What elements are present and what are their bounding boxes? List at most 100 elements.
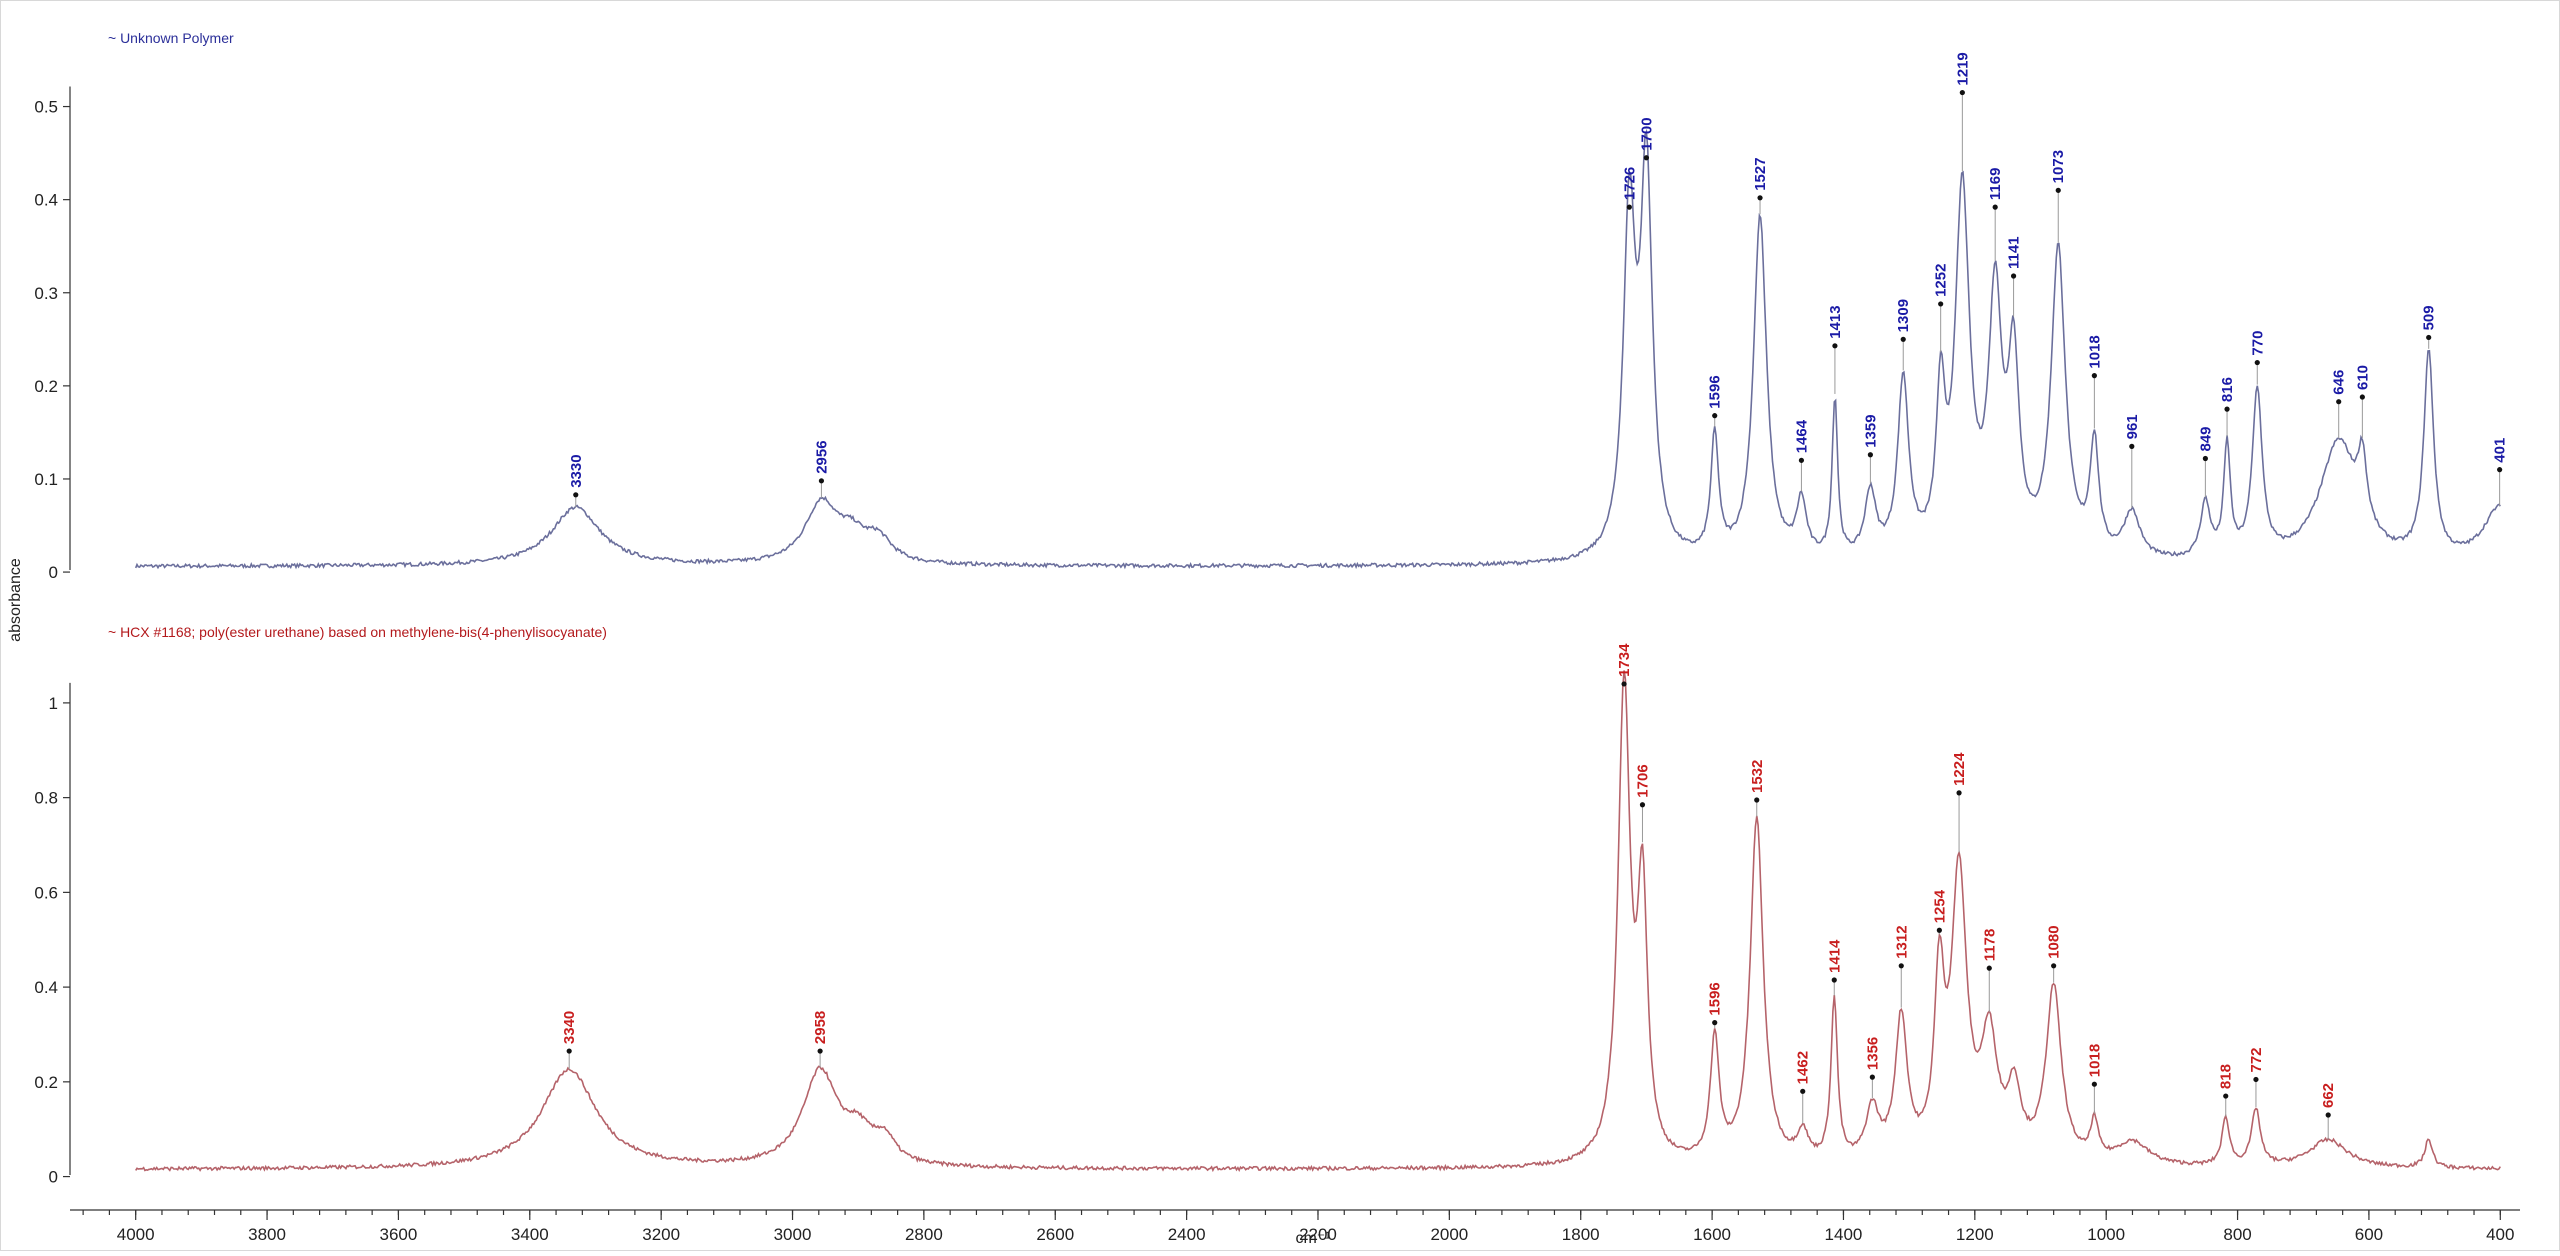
- peak-marker: [2091, 373, 2097, 379]
- peak-marker: [1956, 790, 1962, 796]
- peak-marker: [2426, 334, 2432, 341]
- peak-marker: [2091, 1081, 2097, 1087]
- peak-marker: [818, 478, 825, 484]
- peak-label: 2958: [812, 1011, 829, 1044]
- x-tick-label: 2400: [1168, 1225, 1206, 1244]
- peak-label: 1073: [2050, 150, 2067, 183]
- peak-marker: [2359, 394, 2365, 400]
- peak-marker: [1986, 965, 1992, 971]
- peak-marker: [1831, 977, 1837, 983]
- peak-marker: [1757, 195, 1763, 201]
- peak-marker: [1898, 963, 1904, 969]
- y-tick-label: 0.2: [34, 377, 58, 396]
- peak-label: 3340: [561, 1011, 578, 1044]
- peak-label: 1356: [1864, 1037, 1881, 1070]
- peak-label: 1018: [2086, 335, 2103, 368]
- y-tick-label: 0.4: [34, 978, 58, 997]
- peak-label: 1414: [1826, 939, 1843, 973]
- x-tick-label: 1400: [1825, 1225, 1863, 1244]
- peak-marker: [1938, 301, 1944, 307]
- peak-label: 770: [2249, 331, 2266, 356]
- x-tick-label: 3600: [380, 1225, 418, 1244]
- peak-label: 3330: [568, 454, 585, 487]
- panels: ~ Unknown Polymer 0 0.1 0.2 0.3 0.4 0.5 3330 295…: [34, 30, 2508, 1187]
- y-axis-title: absorbance: [7, 558, 24, 642]
- peak-label: 1224: [1951, 752, 1968, 786]
- x-tick-label: 2000: [1430, 1225, 1468, 1244]
- peak-label: 1527: [1752, 157, 1769, 190]
- peak-marker: [2325, 1112, 2331, 1118]
- peak-label: 1734: [1616, 643, 1633, 677]
- peak-marker: [1626, 204, 1632, 210]
- peak-marker: [2010, 273, 2017, 279]
- peak-label: 1080: [2046, 925, 2063, 958]
- y-tick-label: 1: [49, 694, 58, 713]
- x-tick-label: 3000: [774, 1225, 812, 1244]
- peak-label: 1141: [2006, 236, 2023, 269]
- y-tick-label: 0: [49, 563, 58, 582]
- peak-label: 1596: [1707, 375, 1724, 408]
- peak-label: 1700: [1638, 117, 1655, 150]
- x-tick-label: 1000: [2087, 1225, 2125, 1244]
- peak-label: 1462: [1795, 1051, 1812, 1084]
- y-tick-label: 0.5: [34, 98, 58, 117]
- peak-marker: [2129, 443, 2135, 449]
- peak-label: 662: [2320, 1083, 2337, 1108]
- peak-marker: [1867, 452, 1873, 458]
- peak-marker: [1869, 1074, 1875, 1080]
- peak-marker: [1900, 336, 1906, 342]
- peak-label: 816: [2219, 377, 2236, 402]
- peak-label: 1169: [1987, 168, 2004, 201]
- x-tick-label: 2600: [1036, 1225, 1074, 1244]
- peak-label: 1532: [1749, 760, 1766, 793]
- x-axis: 4000 3800 3600 3400 3200 3000 2800 2600 2400 2200…: [70, 1209, 2520, 1244]
- y-tick-label: 0.4: [34, 191, 58, 210]
- peak-label: 1464: [1793, 419, 1810, 453]
- x-tick-label: 400: [2486, 1225, 2514, 1244]
- peak-marker: [2223, 1093, 2229, 1099]
- peak-marker: [1639, 802, 1646, 808]
- y-tick-label: 0.2: [34, 1073, 58, 1092]
- x-tick-label: 2200: [1299, 1225, 1337, 1244]
- peak-label: 849: [2197, 426, 2214, 451]
- spectrum-line: [135, 670, 2501, 1173]
- peak-marker: [1959, 89, 1965, 96]
- peak-label: 1312: [1893, 925, 1910, 958]
- y-tick-label: 0: [49, 1168, 58, 1187]
- y-tick-label: 0.3: [34, 284, 58, 303]
- peak-label: 1706: [1635, 764, 1652, 797]
- peak-marker: [573, 492, 579, 498]
- spectrum-line: [134, 128, 2501, 570]
- peak-label: 772: [2248, 1047, 2265, 1072]
- peak-label: 961: [2124, 414, 2141, 439]
- x-tick-label: 3400: [511, 1225, 549, 1244]
- peak-label: 1178: [1981, 929, 1998, 962]
- x-tick-label: 4000: [117, 1225, 155, 1244]
- x-tick-label: 2800: [905, 1225, 943, 1244]
- peak-label: 1726: [1621, 167, 1638, 200]
- spectrum-panel-2: ~ HCX #1168; poly(ester urethane) based …: [34, 624, 2501, 1187]
- peak-marker: [2055, 187, 2061, 193]
- peak-label: 401: [2492, 438, 2509, 463]
- peak-label: 1219: [1954, 52, 1971, 85]
- legend-entry: ~ Unknown Polymer: [108, 30, 234, 46]
- legend-entry: ~ HCX #1168; poly(ester urethane) based …: [108, 624, 607, 640]
- x-tick-label: 3200: [642, 1225, 680, 1244]
- peak-label: 1309: [1895, 299, 1912, 332]
- peak-label: 1252: [1933, 264, 1950, 297]
- peak-marker: [1992, 204, 1998, 210]
- peak-marker: [2497, 467, 2503, 473]
- peak-marker: [1712, 413, 1718, 419]
- y-tick-label: 0.1: [34, 470, 58, 489]
- x-tick-label: 800: [2223, 1225, 2251, 1244]
- peak-marker: [1832, 343, 1838, 349]
- peak-marker: [2051, 963, 2057, 969]
- x-tick-label: 1600: [1693, 1225, 1731, 1244]
- y-tick-label: 0.8: [34, 789, 58, 808]
- peak-label: 2956: [813, 440, 830, 473]
- peak-label: 1254: [1931, 889, 1948, 923]
- peak-label: 1413: [1827, 305, 1844, 338]
